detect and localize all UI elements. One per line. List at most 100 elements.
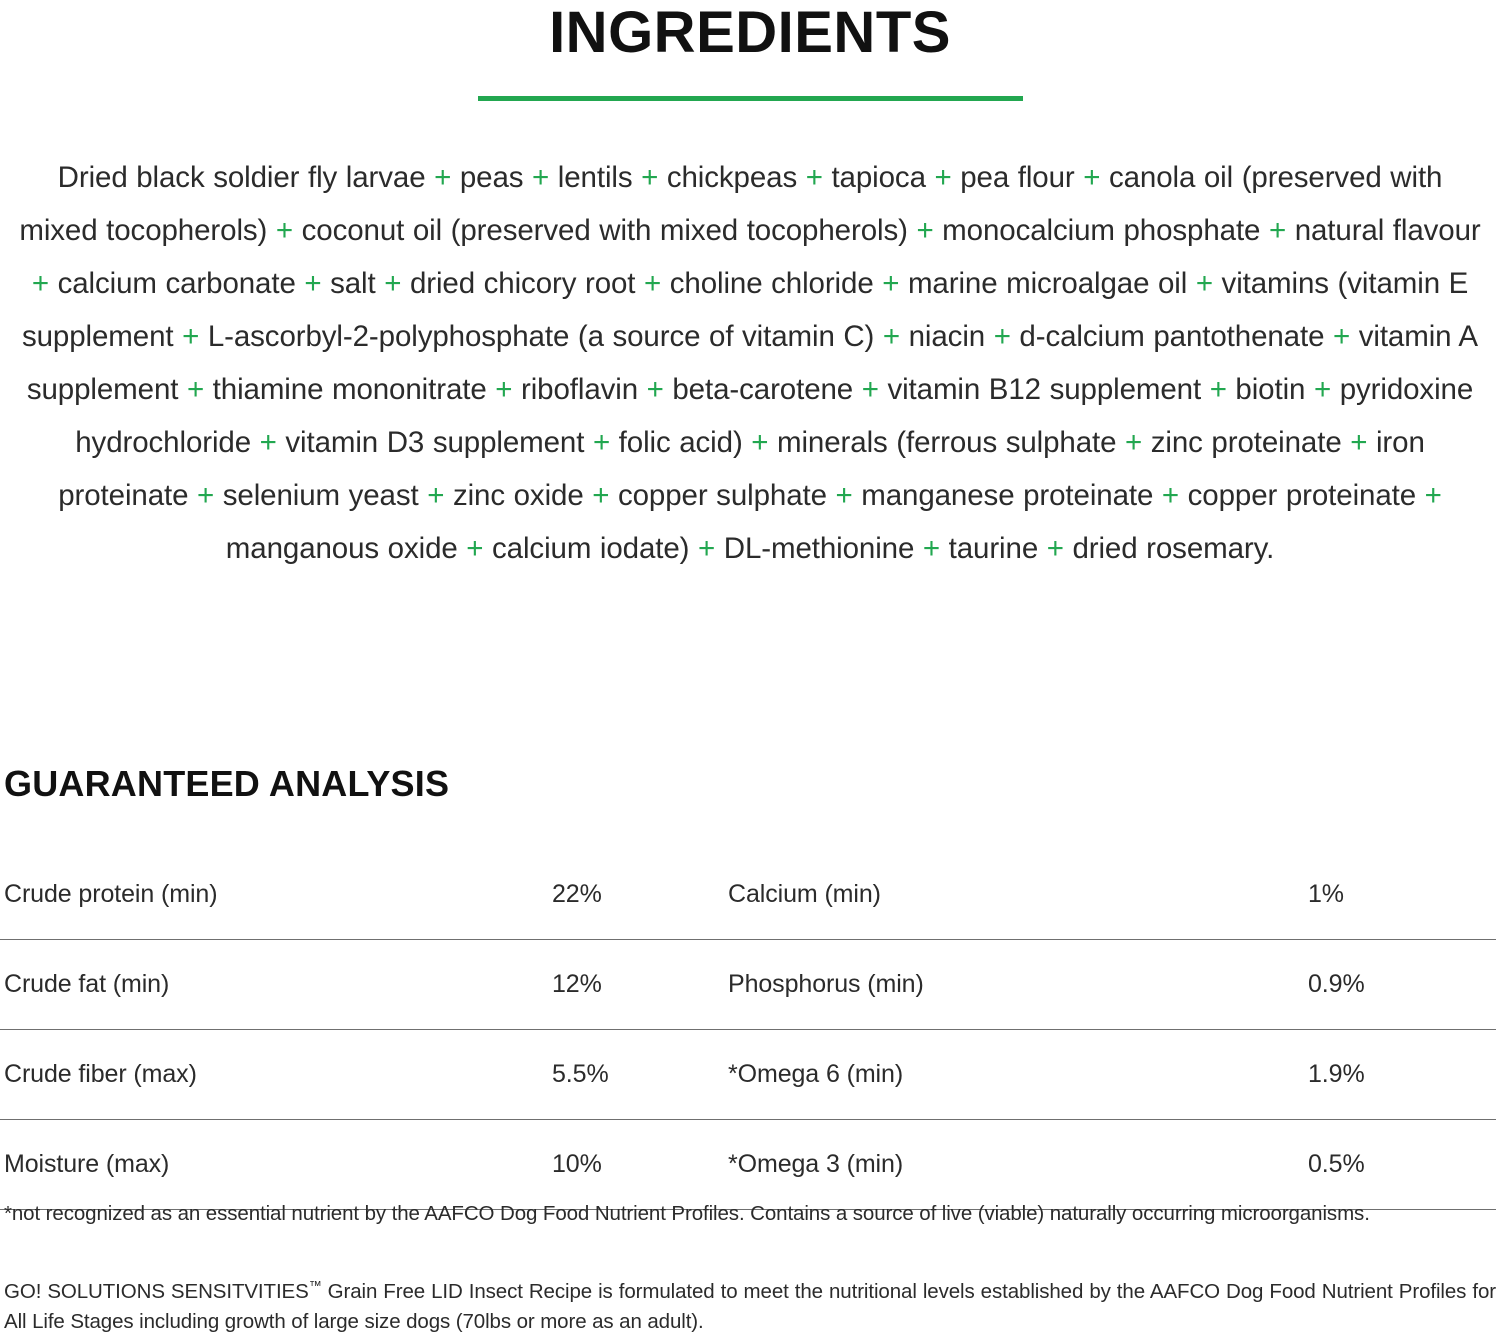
table-row: Crude fiber (max) 5.5% *Omega 6 (min) 1.9% [0, 1030, 1496, 1120]
ingredient-separator: + [873, 267, 908, 300]
ingredient-item: niacin [908, 320, 986, 353]
ingredient-separator: + [638, 373, 673, 406]
ingredient-item: pea flour [960, 161, 1075, 194]
nutrient-footnote: *not recognized as an essential nutrient… [4, 1202, 1370, 1225]
nutrient-value-right: 0.5% [1308, 1150, 1365, 1178]
nutrient-value-left: 5.5% [552, 1060, 609, 1088]
ingredient-item: L-ascorbyl-2-polyphosphate (a source of … [207, 320, 875, 353]
ingredient-item: vitamins (vitamin E supplement [21, 267, 1469, 353]
ingredient-item: manganous oxide [225, 532, 458, 565]
ingredient-separator: + [914, 532, 949, 565]
ingredient-item: thiamine mononitrate [212, 373, 487, 406]
ingredient-item: calcium iodate) [492, 532, 690, 565]
guaranteed-analysis-title: GUARANTEED ANALYSIS [4, 763, 450, 804]
nutrient-value-left: 10% [552, 1150, 602, 1178]
ingredient-item: minerals (ferrous sulphate [777, 426, 1117, 459]
ingredient-item: pyridoxine hydrochloride [75, 373, 1474, 459]
nutrient-value-right: 0.9% [1308, 970, 1365, 998]
nutrient-value-right: 1% [1308, 880, 1344, 908]
ingredients-header: INGREDIENTS [0, 0, 1500, 101]
table-row: Crude protein (min) 22% Calcium (min) 1% [0, 850, 1496, 940]
table-row: Crude fat (min) 12% Phosphorus (min) 0.9% [0, 940, 1496, 1030]
ingredient-separator: + [1324, 320, 1359, 353]
ingredient-item: tapioca [831, 161, 926, 194]
ingredient-item: salt [330, 267, 376, 300]
nutrient-label-right: *Omega 6 (min) [728, 1060, 904, 1088]
ingredient-separator: + [583, 479, 618, 512]
ingredient-item: vitamin D3 supplement [285, 426, 585, 459]
ingredient-separator: + [826, 479, 862, 512]
ingredient-item: zinc proteinate [1150, 426, 1342, 459]
ingredient-item: canola oil (preserved with mixed tocophe… [19, 161, 1443, 247]
ingredient-separator: + [486, 373, 521, 406]
ingredient-separator: + [635, 267, 670, 300]
ingredient-separator: + [178, 373, 213, 406]
ingredient-separator: + [457, 532, 493, 565]
ingredient-item: coconut oil (preserved with mixed tocoph… [301, 214, 908, 247]
ingredient-separator: + [1305, 373, 1340, 406]
ingredient-separator: + [925, 161, 961, 194]
ingredient-separator: + [418, 479, 453, 512]
nutrient-label-left: Crude fat (min) [4, 970, 170, 998]
ingredient-item: copper proteinate [1187, 479, 1417, 512]
title-divider [477, 96, 1023, 101]
ingredient-item: riboflavin [520, 373, 639, 406]
ingredient-item: DL-methionine [723, 532, 915, 565]
ingredient-item: dried rosemary. [1072, 532, 1275, 565]
table-row: Moisture (max) 10% *Omega 3 (min) 0.5% [0, 1120, 1496, 1210]
ingredient-item: chickpeas [666, 161, 798, 194]
ingredient-separator: + [907, 214, 943, 247]
ingredient-separator: + [173, 320, 208, 353]
ingredient-separator: + [1116, 426, 1151, 459]
guaranteed-analysis-table: Crude protein (min) 22% Calcium (min) 1% Cru… [0, 850, 1496, 1210]
ingredient-separator: + [1153, 479, 1188, 512]
ingredient-item: choline chloride [669, 267, 874, 300]
page-title: INGREDIENTS [549, 0, 951, 65]
ingredient-separator: + [523, 161, 558, 194]
ingredient-item: peas [459, 161, 524, 194]
nutrient-label-left: Moisture (max) [4, 1150, 170, 1178]
ingredient-separator: + [874, 320, 909, 353]
ingredient-item: taurine [948, 532, 1039, 565]
ingredient-separator: + [632, 161, 667, 194]
nutrient-value-left: 22% [552, 880, 602, 908]
ingredient-separator: + [31, 267, 58, 300]
nutrient-value-right: 1.9% [1308, 1060, 1365, 1088]
ingredient-separator: + [188, 479, 223, 512]
ingredient-item: folic acid) [618, 426, 743, 459]
ingredient-item: d-calcium pantothenate [1019, 320, 1325, 353]
ingredient-item: vitamin A supplement [26, 320, 1479, 406]
ingredient-separator: + [251, 426, 286, 459]
ingredient-item: manganese proteinate [861, 479, 1154, 512]
ingredient-item: selenium yeast [222, 479, 419, 512]
ingredient-item: copper sulphate [617, 479, 827, 512]
ingredient-separator: + [1187, 267, 1222, 300]
ingredient-item: natural flavour [1294, 214, 1481, 247]
ingredient-separator: + [425, 161, 460, 194]
nutrient-value-left: 12% [552, 970, 602, 998]
brand-name: GO! SOLUTIONS SENSITVITIES [4, 1280, 309, 1303]
ingredient-item: iron proteinate [58, 426, 1425, 512]
aafco-statement-text: Grain Free LID Insect Recipe is formulat… [4, 1280, 1496, 1333]
ingredient-item: vitamin B12 supplement [887, 373, 1202, 406]
trademark-symbol: ™ [308, 1278, 322, 1294]
aafco-statement: GO! SOLUTIONS SENSITVITIES™ Grain Free L… [4, 1277, 1496, 1337]
nutrient-label-left: Crude protein (min) [4, 880, 218, 908]
ingredient-separator: + [1416, 479, 1442, 512]
ingredient-separator: + [985, 320, 1020, 353]
ingredient-separator: + [1074, 161, 1109, 194]
ingredient-item: beta-carotene [672, 373, 854, 406]
ingredient-separator: + [584, 426, 619, 459]
nutrient-label-right: Phosphorus (min) [728, 970, 924, 998]
nutrient-label-right: *Omega 3 (min) [728, 1150, 904, 1178]
ingredient-separator: + [853, 373, 888, 406]
ingredient-separator: + [1201, 373, 1236, 406]
nutrient-label-right: Calcium (min) [728, 880, 881, 908]
ingredient-separator: + [742, 426, 777, 459]
ingredient-item: zinc oxide [452, 479, 584, 512]
ingredient-separator: + [375, 267, 410, 300]
ingredient-item: lentils [557, 161, 633, 194]
ingredients-list: Dried black soldier fly larvae + peas + … [18, 151, 1482, 575]
ingredient-item: monocalcium phosphate [942, 214, 1261, 247]
ingredient-separator: + [689, 532, 724, 565]
